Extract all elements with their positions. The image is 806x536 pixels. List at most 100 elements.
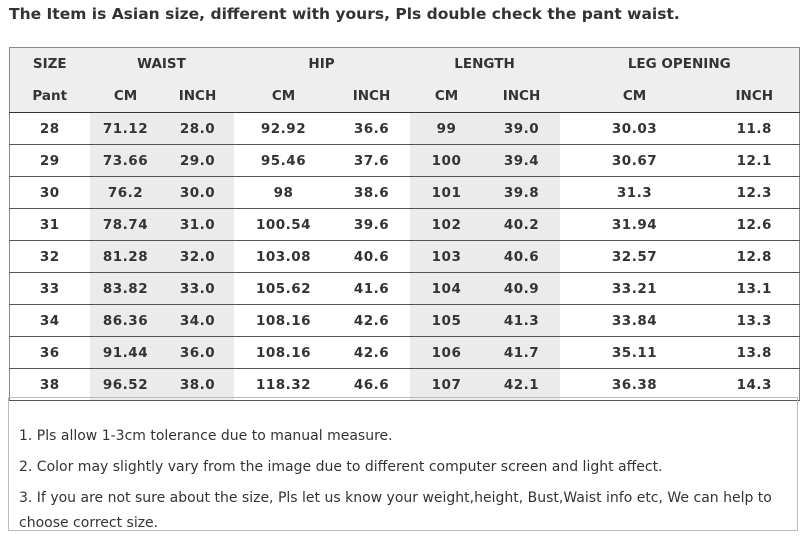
- cell-hip-inch: 41.6: [333, 272, 410, 305]
- cell-hip-inch: 38.6: [333, 176, 410, 209]
- cell-waist-cm: 73.66: [89, 144, 162, 177]
- table-row: 32 81.28 32.0 103.08 40.6 103 40.6 32.57 12.8: [9, 240, 800, 273]
- cell-length-inch: 39.4: [483, 144, 560, 177]
- cell-waist-cm: 96.52: [89, 368, 162, 401]
- cell-hip-cm: 108.16: [233, 304, 334, 337]
- cell-leg-inch: 12.1: [709, 144, 800, 177]
- cell-leg-inch: 13.3: [709, 304, 800, 337]
- group-header-row: SIZE WAIST HIP LENGTH LEG OPENING: [9, 47, 800, 80]
- cell-size: 28: [9, 112, 90, 145]
- cell-hip-inch: 42.6: [333, 336, 410, 369]
- table-row: 33 83.82 33.0 105.62 41.6 104 40.9 33.21 13.1: [9, 272, 800, 305]
- table-row: 36 91.44 36.0 108.16 42.6 106 41.7 35.11 13.8: [9, 336, 800, 369]
- subheader-leg-cm: CM: [559, 80, 710, 113]
- size-notice: The Item is Asian size, different with y…: [9, 5, 680, 23]
- subheader-hip-cm: CM: [233, 80, 334, 113]
- cell-size: 33: [9, 272, 90, 305]
- cell-waist-cm: 81.28: [89, 240, 162, 273]
- cell-length-cm: 100: [409, 144, 484, 177]
- cell-size: 30: [9, 176, 90, 209]
- cell-leg-inch: 12.8: [709, 240, 800, 273]
- subheader-waist-inch: INCH: [161, 80, 234, 113]
- size-rows: 28 71.12 28.0 92.92 36.6 99 39.0 30.03 11.8 29 73.…: [9, 112, 800, 401]
- cell-hip-cm: 98: [233, 176, 334, 209]
- cell-length-inch: 39.0: [483, 112, 560, 145]
- cell-waist-cm: 71.12: [89, 112, 162, 145]
- cell-length-inch: 41.7: [483, 336, 560, 369]
- cell-size: 31: [9, 208, 90, 241]
- subheader-length-inch: INCH: [483, 80, 560, 113]
- cell-size: 34: [9, 304, 90, 337]
- cell-hip-cm: 92.92: [233, 112, 334, 145]
- cell-hip-inch: 42.6: [333, 304, 410, 337]
- table-row: 30 76.2 30.0 98 38.6 101 39.8 31.3 12.3: [9, 176, 800, 209]
- cell-leg-cm: 32.57: [559, 240, 710, 273]
- cell-hip-cm: 105.62: [233, 272, 334, 305]
- cell-leg-cm: 31.3: [559, 176, 710, 209]
- cell-waist-inch: 38.0: [161, 368, 234, 401]
- size-chart-table: SIZE WAIST HIP LENGTH LEG OPENING Pant C…: [9, 47, 801, 401]
- cell-waist-inch: 33.0: [161, 272, 234, 305]
- cell-length-cm: 105: [409, 304, 484, 337]
- cell-length-cm: 107: [409, 368, 484, 401]
- cell-leg-inch: 13.1: [709, 272, 800, 305]
- cell-hip-inch: 46.6: [333, 368, 410, 401]
- cell-leg-inch: 14.3: [709, 368, 800, 401]
- cell-hip-cm: 108.16: [233, 336, 334, 369]
- header-waist: WAIST: [89, 47, 234, 80]
- cell-length-cm: 106: [409, 336, 484, 369]
- unit-header-row: Pant CM INCH CM INCH CM INCH CM INCH: [9, 80, 800, 113]
- cell-size: 32: [9, 240, 90, 273]
- cell-waist-inch: 28.0: [161, 112, 234, 145]
- subheader-leg-inch: INCH: [709, 80, 800, 113]
- cell-leg-inch: 11.8: [709, 112, 800, 145]
- table-row: 38 96.52 38.0 118.32 46.6 107 42.1 36.38 14.3: [9, 368, 800, 401]
- cell-length-cm: 101: [409, 176, 484, 209]
- cell-waist-cm: 91.44: [89, 336, 162, 369]
- cell-leg-cm: 30.03: [559, 112, 710, 145]
- cell-waist-inch: 34.0: [161, 304, 234, 337]
- cell-waist-inch: 29.0: [161, 144, 234, 177]
- header-hip: HIP: [233, 47, 410, 80]
- subheader-hip-inch: INCH: [333, 80, 410, 113]
- cell-leg-cm: 33.21: [559, 272, 710, 305]
- cell-waist-inch: 31.0: [161, 208, 234, 241]
- cell-hip-cm: 103.08: [233, 240, 334, 273]
- cell-leg-cm: 35.11: [559, 336, 710, 369]
- note-1: 1. Pls allow 1-3cm tolerance due to manu…: [19, 428, 393, 444]
- cell-waist-inch: 30.0: [161, 176, 234, 209]
- cell-leg-inch: 13.8: [709, 336, 800, 369]
- cell-size: 38: [9, 368, 90, 401]
- cell-waist-cm: 78.74: [89, 208, 162, 241]
- cell-length-inch: 39.8: [483, 176, 560, 209]
- cell-length-inch: 40.9: [483, 272, 560, 305]
- table-row: 34 86.36 34.0 108.16 42.6 105 41.3 33.84 13.3: [9, 304, 800, 337]
- cell-leg-cm: 33.84: [559, 304, 710, 337]
- table-row: 31 78.74 31.0 100.54 39.6 102 40.2 31.94 12.6: [9, 208, 800, 241]
- cell-length-cm: 99: [409, 112, 484, 145]
- cell-leg-cm: 30.67: [559, 144, 710, 177]
- cell-waist-inch: 36.0: [161, 336, 234, 369]
- cell-size: 29: [9, 144, 90, 177]
- cell-hip-cm: 118.32: [233, 368, 334, 401]
- subheader-length-cm: CM: [409, 80, 484, 113]
- table-row: 29 73.66 29.0 95.46 37.6 100 39.4 30.67 12.1: [9, 144, 800, 177]
- cell-length-inch: 40.2: [483, 208, 560, 241]
- cell-hip-inch: 37.6: [333, 144, 410, 177]
- note-2: 2. Color may slightly vary from the imag…: [19, 459, 663, 475]
- header-length: LENGTH: [409, 47, 560, 80]
- cell-length-cm: 102: [409, 208, 484, 241]
- cell-hip-inch: 39.6: [333, 208, 410, 241]
- cell-hip-cm: 100.54: [233, 208, 334, 241]
- cell-hip-inch: 40.6: [333, 240, 410, 273]
- header-leg-opening: LEG OPENING: [559, 47, 800, 80]
- cell-length-cm: 103: [409, 240, 484, 273]
- cell-hip-cm: 95.46: [233, 144, 334, 177]
- cell-waist-cm: 76.2: [89, 176, 162, 209]
- cell-waist-cm: 83.82: [89, 272, 162, 305]
- notes-box: 1. Pls allow 1-3cm tolerance due to manu…: [8, 397, 798, 531]
- cell-length-cm: 104: [409, 272, 484, 305]
- cell-leg-cm: 36.38: [559, 368, 710, 401]
- cell-length-inch: 41.3: [483, 304, 560, 337]
- cell-hip-inch: 36.6: [333, 112, 410, 145]
